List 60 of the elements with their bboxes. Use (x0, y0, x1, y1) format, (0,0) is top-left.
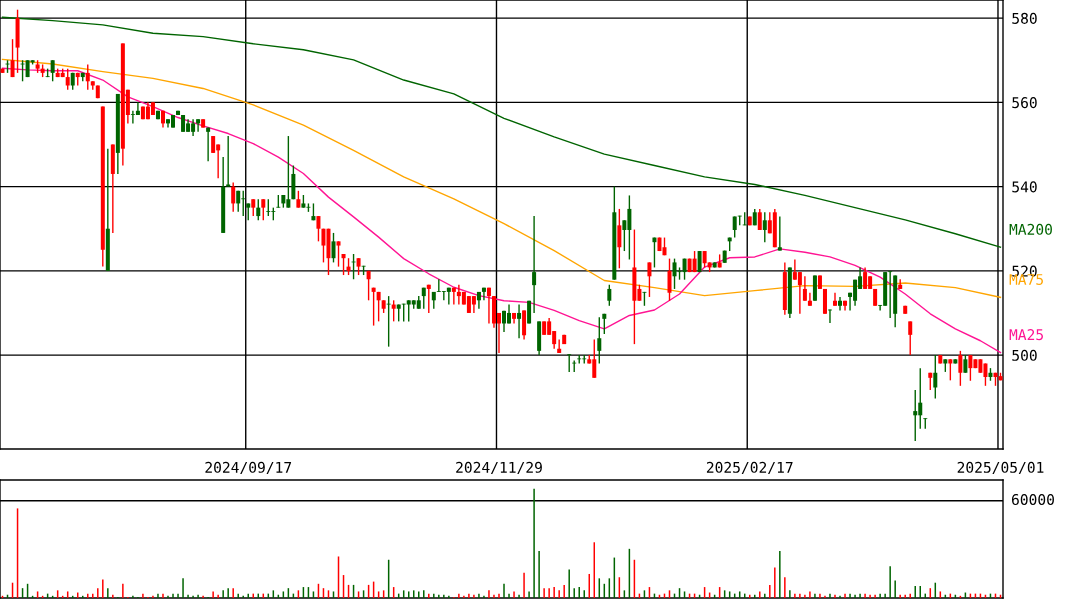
candlestick (898, 278, 903, 290)
line-series (1, 58, 1002, 299)
line-series (1, 16, 1002, 248)
candlestick (426, 284, 431, 314)
candlestick (231, 181, 236, 213)
candlestick (968, 354, 973, 382)
candlestick (958, 350, 963, 387)
candlestick (446, 286, 451, 306)
candlestick (532, 215, 537, 314)
candlestick (336, 240, 341, 268)
candlestick (797, 271, 802, 315)
y-tick-label: 540 (1012, 181, 1037, 193)
candlestick (386, 295, 391, 348)
candlestick (486, 286, 491, 325)
x-tick-label: 2024/11/29 (456, 461, 542, 475)
candlestick (863, 266, 868, 290)
candlestick (206, 126, 211, 163)
candlestick (391, 299, 396, 323)
candlestick (261, 198, 266, 221)
candlestick (617, 208, 622, 269)
candlestick (888, 270, 893, 319)
candlestick (50, 59, 55, 82)
candlestick (451, 286, 456, 306)
candlestick (366, 270, 371, 302)
candlestick (371, 286, 376, 327)
candlestick (256, 198, 261, 221)
series-label: MA25 (1009, 329, 1043, 341)
x-tick-label: 2025/02/17 (706, 461, 793, 475)
candlestick (913, 389, 918, 442)
candlestick (376, 291, 381, 323)
candlestick (331, 232, 336, 264)
candlestick (557, 338, 562, 354)
y-tick-label: 500 (1012, 349, 1037, 361)
candlestick (597, 316, 602, 365)
candlestick (647, 261, 652, 298)
text: 60000 (1011, 494, 1054, 506)
candlestick (948, 358, 953, 382)
candlestick (321, 228, 326, 264)
candlestick (777, 215, 782, 252)
x-tick-label: 2024/09/17 (205, 461, 292, 475)
candlestick (667, 257, 672, 302)
candlestick (226, 135, 231, 188)
candlestick (517, 303, 522, 339)
candlestick (135, 101, 140, 116)
x-tick-label: 2025/05/01 (957, 461, 1044, 475)
y-tick-label: 580 (1012, 12, 1037, 24)
candlestick (933, 354, 938, 400)
candlestick (732, 215, 737, 239)
candlestick (757, 208, 762, 231)
candlestick (196, 118, 201, 133)
candlestick (762, 211, 767, 243)
candlestick (316, 215, 321, 243)
candlestick (85, 63, 90, 91)
y-tick-label: 560 (1012, 97, 1037, 109)
series-label: MA200 (1009, 223, 1052, 235)
candlestick (607, 284, 612, 307)
candlestick (65, 67, 70, 91)
candlestick (802, 275, 807, 302)
candlestick (908, 320, 913, 356)
candlestick (10, 38, 15, 78)
